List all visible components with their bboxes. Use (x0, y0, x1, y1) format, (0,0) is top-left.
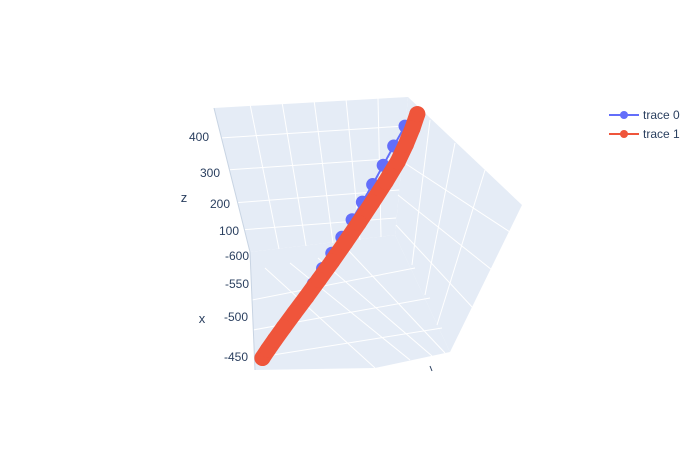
gridline (225, 157, 403, 171)
legend: trace 0 trace 1 (609, 108, 680, 141)
gridline (313, 99, 334, 244)
gridline (253, 327, 443, 359)
gridline (347, 249, 446, 354)
data-point[interactable] (337, 234, 354, 251)
legend-swatch-marker (620, 111, 628, 119)
x-tick-label: -600 (225, 249, 249, 263)
data-point[interactable] (323, 253, 340, 270)
legend-label: trace 1 (643, 127, 680, 141)
z-tick-label: 300 (200, 166, 220, 180)
data-point[interactable] (409, 106, 426, 123)
data-point[interactable] (364, 194, 381, 211)
z-axis-line (213, 107, 251, 253)
x-axis-ticks: -600 -550 -500 -450 (224, 249, 249, 364)
gridline (281, 101, 307, 247)
legend-item-trace-1[interactable]: trace 1 (609, 127, 680, 141)
legend-label: trace 0 (643, 108, 680, 122)
data-point[interactable] (389, 153, 406, 170)
data-point[interactable] (377, 173, 394, 190)
gridline (317, 257, 433, 357)
z-tick-label: 200 (210, 197, 230, 211)
gridline (399, 159, 511, 233)
data-point[interactable] (310, 271, 327, 288)
gridline (424, 142, 456, 296)
y-axis-tick-mark (429, 365, 433, 372)
data-point[interactable] (397, 136, 414, 153)
gridline (436, 169, 486, 326)
data-point[interactable] (404, 120, 421, 137)
x-tick-label: -550 (225, 277, 249, 291)
floor-plane (250, 235, 450, 370)
z-tick-label: 100 (219, 224, 239, 238)
traces (254, 106, 426, 366)
data-point[interactable] (266, 331, 283, 348)
data-point[interactable] (350, 214, 367, 231)
series-1 (254, 106, 426, 366)
legend-item-trace-0[interactable]: trace 0 (609, 108, 680, 122)
data-point[interactable] (275, 319, 292, 336)
data-point[interactable] (298, 288, 315, 305)
gridline (249, 103, 280, 250)
x-tick-label: -500 (224, 310, 248, 324)
axis-edges (213, 107, 256, 371)
x-axis-title: x (199, 311, 206, 326)
legend-swatch-marker (620, 130, 628, 138)
gridline (411, 119, 431, 266)
gridline (395, 224, 474, 309)
gridline (251, 267, 416, 301)
z-axis-title: z (181, 190, 188, 205)
gridline (219, 125, 406, 139)
z-tick-label: 400 (189, 130, 209, 144)
x-tick-label: -450 (224, 350, 248, 364)
x-axis-line (249, 251, 256, 371)
data-point[interactable] (286, 305, 303, 322)
gridline (397, 194, 493, 271)
z-axis-ticks: 400 300 200 100 (189, 130, 239, 238)
